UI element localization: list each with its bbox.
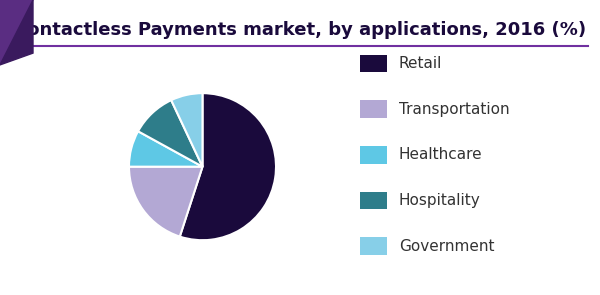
Wedge shape [129, 167, 203, 237]
Text: Healthcare: Healthcare [399, 148, 482, 162]
Text: Transportation: Transportation [399, 102, 509, 117]
Text: Government: Government [399, 239, 494, 254]
Wedge shape [138, 100, 203, 167]
Wedge shape [180, 93, 276, 240]
Text: Contactless Payments market, by applications, 2016 (%): Contactless Payments market, by applicat… [14, 21, 586, 39]
Wedge shape [171, 93, 203, 167]
Text: Retail: Retail [399, 56, 442, 71]
Wedge shape [129, 131, 203, 167]
Text: Hospitality: Hospitality [399, 193, 481, 208]
